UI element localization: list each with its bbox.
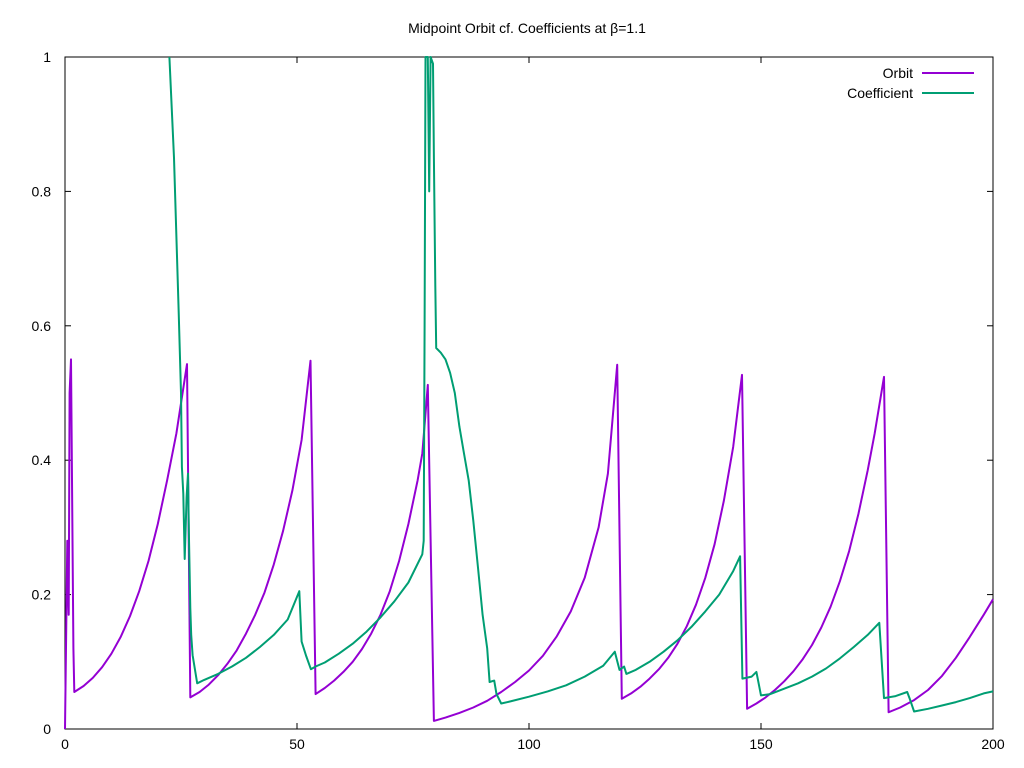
axis-ticks: 0 50 100 150 200 0 0.2 0.4 0.6 0.8 1 (32, 49, 1005, 752)
x-tick-label: 50 (289, 736, 305, 752)
x-tick-label: 200 (981, 736, 1005, 752)
series-layer (64, 56, 994, 730)
chart-title: Midpoint Orbit cf. Coefficients at β=1.1 (408, 20, 646, 36)
y-tick-label: 0.4 (32, 452, 52, 468)
plot-frame (64, 56, 994, 730)
y-tick-label: 0 (43, 721, 51, 737)
y-tick-label: 0.8 (32, 183, 52, 199)
legend-label: Coefficient (847, 85, 913, 101)
x-tick-label: 150 (749, 736, 773, 752)
y-tick-label: 0.2 (32, 587, 52, 603)
legend-label: Orbit (883, 65, 913, 81)
x-tick-label: 0 (61, 736, 69, 752)
y-tick-label: 0.6 (32, 318, 52, 334)
x-tick-label: 100 (517, 736, 541, 752)
legend: Orbit Coefficient (847, 65, 974, 101)
series-line-orbit (64, 358, 994, 730)
y-tick-label: 1 (43, 49, 51, 65)
series-line-coefficient (168, 56, 994, 713)
